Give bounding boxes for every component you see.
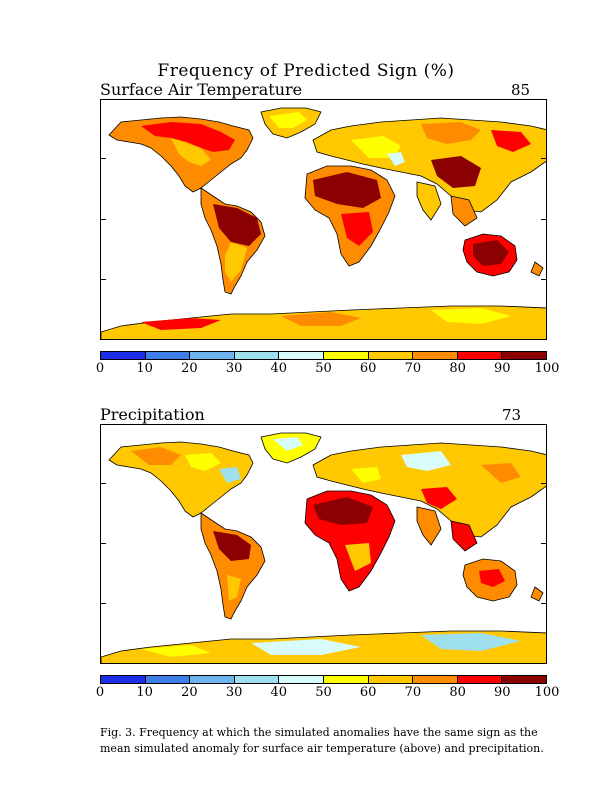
colorbar-precipitation-tick-label: 80 <box>449 685 466 700</box>
colorbar-precipitation-swatch <box>145 676 191 683</box>
colorbar-precipitation-swatch <box>457 676 503 683</box>
colorbar-precipitation-tick-label: 20 <box>181 685 198 700</box>
colorbar-temperature-swatch <box>101 352 146 359</box>
colorbar-temperature <box>100 351 547 360</box>
figure-caption: Fig. 3. Frequency at which the simulated… <box>100 726 544 755</box>
colorbar-precipitation-tick-label: 60 <box>359 685 377 700</box>
colorbar-temperature-tick-label: 50 <box>315 361 332 376</box>
colorbar-precipitation-swatch <box>101 676 146 683</box>
figure-title: Frequency of Predicted Sign (%) <box>157 61 455 81</box>
colorbar-temperature-tick-label: 30 <box>225 361 243 376</box>
precipitation-map-graphic <box>101 432 546 663</box>
colorbar-temperature-swatch <box>145 352 191 359</box>
colorbar-precipitation-swatch <box>279 676 324 683</box>
colorbar-precipitation-tick-label: 100 <box>534 685 560 700</box>
colorbar-precipitation-tick-label: 0 <box>95 685 105 700</box>
map-tick <box>100 158 106 159</box>
colorbar-temperature-tick-label: 80 <box>449 361 466 376</box>
colorbar-precipitation-tick-label: 10 <box>136 685 153 700</box>
panel-score-precipitation: 73 <box>502 406 522 424</box>
map-tick <box>100 483 106 484</box>
colorbar-precipitation-tick-label: 70 <box>404 685 422 700</box>
map-tick <box>100 543 106 544</box>
colorbar-temperature-swatch <box>413 352 458 359</box>
colorbar-temperature-tick-label: 60 <box>359 361 377 376</box>
colorbar-precipitation-swatch <box>234 676 280 683</box>
colorbar-temperature-tick-label: 20 <box>181 361 198 376</box>
map-tick <box>100 603 106 604</box>
colorbar-temperature-tick-label: 0 <box>95 361 105 376</box>
colorbar-temperature-tick-label: 40 <box>270 361 288 376</box>
panel-label-temperature: Surface Air Temperature <box>100 80 303 99</box>
colorbar-temperature-swatch <box>368 352 414 359</box>
precipitation-map <box>100 424 547 664</box>
temperature-map <box>100 99 547 340</box>
panel-label-precipitation: Precipitation <box>100 405 205 424</box>
colorbar-precipitation-swatch <box>368 676 414 683</box>
map-tick <box>541 603 547 604</box>
colorbar-precipitation-tick-label: 90 <box>494 685 511 700</box>
temperature-map-graphic <box>101 107 546 339</box>
colorbar-precipitation-swatch <box>323 676 369 683</box>
colorbar-temperature-tick-label: 10 <box>136 361 153 376</box>
colorbar-temperature-swatch <box>279 352 324 359</box>
map-tick <box>541 483 547 484</box>
panel-score-temperature: 85 <box>511 81 531 99</box>
map-tick <box>541 543 547 544</box>
colorbar-temperature-tick-label: 100 <box>534 361 560 376</box>
colorbar-temperature-swatch <box>323 352 369 359</box>
colorbar-precipitation-swatch <box>190 676 235 683</box>
colorbar-precipitation-tick-label: 50 <box>315 685 332 700</box>
map-tick <box>541 279 547 280</box>
colorbar-labels-temperature: 0 10 20 30 40 50 60 70 80 90 100 <box>96 361 560 377</box>
colorbar-precipitation-tick-label: 40 <box>270 685 288 700</box>
colorbar-precipitation-tick-label: 30 <box>225 685 243 700</box>
map-tick <box>100 219 106 220</box>
colorbar-precipitation-swatch <box>413 676 458 683</box>
colorbar-temperature-swatch <box>190 352 235 359</box>
colorbar-temperature-tick-label: 90 <box>494 361 511 376</box>
map-tick <box>541 158 547 159</box>
map-tick <box>541 219 547 220</box>
colorbar-labels-precipitation: 0 10 20 30 40 50 60 70 80 90 100 <box>96 685 560 701</box>
colorbar-temperature-swatch <box>502 352 546 359</box>
colorbar-temperature-swatch <box>234 352 280 359</box>
colorbar-temperature-swatch <box>457 352 503 359</box>
colorbar-precipitation-swatch <box>502 676 546 683</box>
colorbar-precipitation <box>100 675 547 684</box>
colorbar-temperature-tick-label: 70 <box>404 361 422 376</box>
map-tick <box>100 279 106 280</box>
